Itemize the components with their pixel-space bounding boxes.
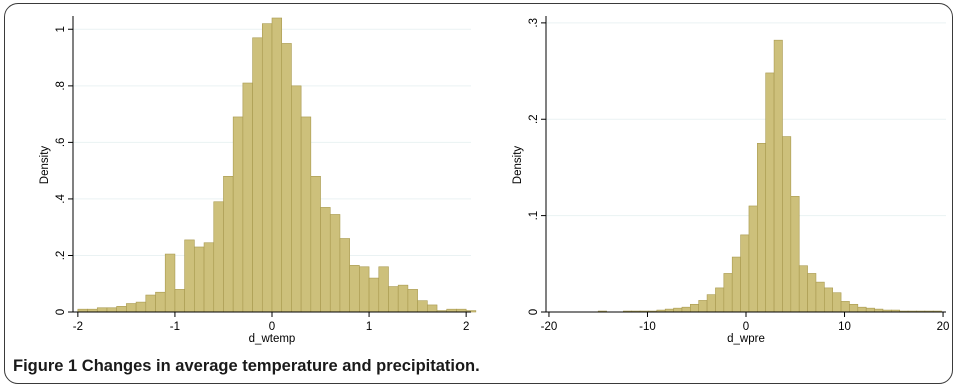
y-tick-label: .2 bbox=[55, 251, 67, 261]
histogram-bar bbox=[748, 205, 758, 313]
histogram-bar bbox=[213, 201, 224, 313]
histogram-bar bbox=[203, 242, 215, 313]
histogram-bar bbox=[126, 303, 137, 313]
histogram-bar bbox=[715, 287, 725, 313]
histogram-bar bbox=[690, 303, 700, 313]
histogram-bar bbox=[840, 301, 850, 313]
histogram-bar bbox=[349, 265, 360, 313]
histogram-bar bbox=[706, 294, 716, 313]
histogram-bar bbox=[740, 234, 750, 313]
x-tick-label: 2 bbox=[463, 321, 469, 333]
histogram-bar bbox=[790, 196, 800, 313]
histogram-bar bbox=[698, 300, 708, 313]
histogram-bar bbox=[865, 307, 875, 313]
histogram-bar bbox=[397, 284, 409, 313]
histogram-bar bbox=[857, 306, 867, 313]
x-tick-label: -10 bbox=[639, 321, 656, 333]
charts-canvas: 0.2.4.6.81-2 -1 0 1 2d_wtempDensity0.1.2.3-2… bbox=[39, 16, 949, 345]
histogram-bar bbox=[378, 266, 389, 313]
histogram-bar bbox=[427, 304, 438, 313]
histogram-bar bbox=[281, 43, 292, 313]
histogram-bar bbox=[232, 116, 244, 313]
histogram-bar bbox=[849, 303, 859, 313]
figure-caption-label: Figure 1 bbox=[13, 357, 78, 375]
histogram-bar bbox=[164, 253, 176, 313]
x-tick-label: 0 bbox=[269, 321, 275, 333]
histogram-bar bbox=[145, 294, 156, 313]
histogram-bar bbox=[320, 207, 331, 313]
figure-caption: Figure 1 Changes in average temperature … bbox=[13, 357, 480, 376]
histogram-bar bbox=[194, 246, 205, 313]
histogram-bar bbox=[731, 256, 741, 313]
histogram-bar bbox=[291, 85, 302, 313]
y-tick-label: .2 bbox=[528, 114, 540, 124]
histogram-bar bbox=[271, 17, 283, 313]
x-tick-label: 20 bbox=[937, 321, 950, 333]
x-tick-label: -1 bbox=[170, 321, 180, 333]
y-tick-label: .6 bbox=[55, 138, 67, 148]
histogram-bar bbox=[407, 289, 418, 313]
x-axis-title: d_wtemp bbox=[249, 333, 296, 345]
histogram-bar bbox=[339, 238, 350, 313]
histogram-bar bbox=[300, 116, 312, 313]
histogram-bar bbox=[798, 265, 808, 313]
x-tick-label: 10 bbox=[838, 321, 851, 333]
x-tick-label: -2 bbox=[73, 321, 83, 333]
histogram-bar bbox=[807, 273, 817, 313]
y-tick-label: .8 bbox=[55, 81, 67, 91]
x-tick-label: -20 bbox=[541, 321, 558, 333]
histogram-bar bbox=[223, 176, 234, 313]
histogram-bar bbox=[417, 300, 428, 313]
histogram-bar bbox=[765, 72, 775, 313]
y-axis-title: Density bbox=[512, 146, 524, 185]
figure-frame: 0.2.4.6.8 1 -2 -1 0 1 2 d_wtemp Density 0.1.2.3 -2… bbox=[4, 3, 953, 384]
y-tick-label: 1 bbox=[55, 26, 67, 32]
histogram-bar bbox=[155, 291, 166, 313]
histogram-bar bbox=[388, 286, 399, 313]
y-tick-label: 0 bbox=[528, 309, 540, 315]
x-tick-label: 1 bbox=[366, 321, 372, 333]
histogram-bar bbox=[368, 277, 380, 313]
histogram-bar bbox=[184, 239, 195, 313]
x-tick-label: 0 bbox=[743, 321, 749, 333]
histogram-bar bbox=[782, 136, 792, 313]
figure-caption-text: Changes in average temperature and preci… bbox=[81, 357, 480, 375]
histogram-bar bbox=[174, 289, 185, 313]
histogram-bar bbox=[824, 287, 833, 313]
histogram-bar bbox=[773, 39, 783, 313]
y-tick-label: .4 bbox=[55, 194, 67, 204]
y-tick-label: 0 bbox=[55, 309, 67, 315]
histogram-bar bbox=[261, 23, 273, 313]
histogram-panel-1: 0 .2 .4 .6 .8 1 -2 -1 0 1 2 d_wtemp Density bbox=[39, 16, 477, 345]
histogram-bar bbox=[723, 273, 733, 313]
histogram-bar bbox=[673, 307, 683, 313]
histogram-bar bbox=[135, 301, 147, 313]
y-axis-title: Density bbox=[39, 146, 51, 185]
histogram-bar bbox=[832, 292, 842, 313]
histogram-bar bbox=[815, 281, 825, 313]
histogram-bar bbox=[757, 143, 767, 313]
y-tick-label: .1 bbox=[528, 211, 540, 221]
histogram-bar bbox=[252, 37, 263, 313]
histogram-bar bbox=[116, 306, 127, 313]
histogram-bar bbox=[359, 266, 370, 313]
histogram-bar bbox=[242, 82, 253, 313]
histogram-bar bbox=[96, 307, 108, 313]
histogram-bar bbox=[329, 214, 341, 313]
histogram-bar bbox=[310, 176, 321, 313]
y-tick-label: .3 bbox=[528, 18, 540, 28]
histogram-bar bbox=[106, 307, 117, 313]
x-axis-title: d_wpre bbox=[727, 333, 765, 345]
histogram-panel-2: 0 .1 .2 .3 -20 -10 0 10 20 d_wpre Density bbox=[512, 16, 949, 345]
histogram-bar bbox=[681, 306, 691, 313]
